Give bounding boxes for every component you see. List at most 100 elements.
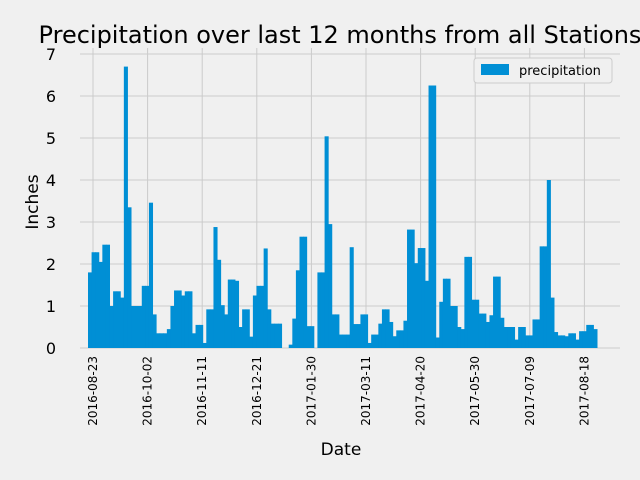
precipitation-bar [105,244,110,348]
precipitation-bar [331,314,336,348]
precipitation-bar [482,313,487,348]
precipitation-bar [295,270,300,348]
precipitation-bar [503,327,508,348]
precipitation-bar [159,333,164,348]
y-tick-label: 7 [46,45,56,64]
precipitation-bar [277,323,283,348]
precipitation-bar [589,324,594,348]
precipitation-bar [521,327,526,348]
precipitation-bar [224,314,229,348]
precipitation-bar [471,299,476,348]
y-tick-label: 4 [46,171,56,190]
precipitation-bar [148,202,154,348]
precipitation-bar [131,306,136,348]
precipitation-bar [564,336,569,348]
precipitation-bar [442,278,447,348]
precipitation-bar [378,323,383,348]
precipitation-bar [260,285,265,348]
precipitation-bar [453,306,458,348]
x-tick-label: 2017-05-30 [468,356,482,426]
precipitation-bar [320,272,326,348]
precipitation-bar [532,319,537,348]
precipitation-bar [116,291,121,348]
precipitation-bar [274,323,279,348]
precipitation-bar [510,327,516,348]
precipitation-bar [435,337,440,348]
x-axis-ticks: 2016-08-23 2016-10-02 2016-11-11 2016-12-21… [86,356,591,426]
precipitation-bar [109,306,114,348]
precipitation-bar [385,309,390,348]
precipitation-bar [568,333,573,348]
precipitation-bar [389,321,394,348]
legend-swatch [481,64,509,75]
precipitation-bar [536,319,541,348]
precipitation-bar [417,248,422,348]
precipitation-bar [303,236,308,348]
precipitation-bar [245,309,250,348]
precipitation-bar [475,299,480,348]
precipitation-bar [199,324,204,348]
precipitation-bar [127,207,132,348]
precipitation-bar [557,335,562,348]
precipitation-bar [360,314,365,348]
precipitation-bar [421,248,426,348]
y-tick-label: 1 [46,297,56,316]
x-tick-label: 2016-12-21 [250,356,264,426]
y-axis-label: Inches [23,174,43,229]
precipitation-bar [191,333,197,348]
precipitation-bar [213,227,218,348]
precipitation-bar [561,335,566,348]
x-tick-label: 2017-07-09 [523,356,537,426]
precipitation-bar [396,330,401,348]
precipitation-bar [489,315,494,348]
precipitation-bar [356,324,361,348]
precipitation-bar [381,309,387,348]
legend-label: precipitation [519,64,601,79]
precipitation-bar [342,334,347,348]
precipitation-bar [500,317,505,348]
precipitation-bar [467,256,473,348]
x-tick-label: 2017-01-30 [304,356,318,426]
precipitation-bar [91,252,96,348]
precipitation-bar [145,285,150,348]
y-tick-label: 5 [46,129,56,148]
precipitation-bar [141,285,146,348]
precipitation-bar [407,229,412,348]
legend: precipitation [473,57,613,84]
precipitation-bar [514,339,519,348]
precipitation-bar [364,314,369,348]
precipitation-bar [338,334,343,348]
precipitation-bar [579,331,584,348]
precipitation-bar [209,309,214,348]
precipitation-bar [346,334,351,348]
precipitation-bar [374,334,379,348]
precipitation-bar [317,272,322,348]
precipitation-bar [202,342,207,348]
x-tick-label: 2017-03-11 [359,356,373,426]
precipitation-bar [170,306,175,348]
precipitation-bar [525,335,530,348]
precipitation-bar [439,301,444,348]
precipitation-bar [496,276,501,348]
precipitation-bar [324,136,329,348]
precipitation-bar [550,297,555,348]
precipitation-bar [270,323,275,348]
y-tick-label: 3 [46,213,56,232]
precipitation-bar [478,313,483,348]
precipitation-bar [528,335,533,348]
precipitation-bar [464,256,469,348]
precipitation-bar [543,246,548,348]
precipitation-bar [252,295,257,348]
x-tick-label: 2016-11-11 [195,356,209,426]
precipitation-bar [507,327,512,348]
grid-lines [80,48,620,349]
chart-title: Precipitation over last 12 months from a… [39,21,640,49]
precipitation-bar [195,324,200,348]
precipitation-bar [134,306,139,348]
y-tick-label: 6 [46,87,56,106]
precipitation-bar [267,309,272,348]
precipitation-bar [460,329,465,348]
precipitation-bar [249,336,254,348]
precipitation-bar [539,246,544,348]
precipitation-bar [571,333,576,348]
